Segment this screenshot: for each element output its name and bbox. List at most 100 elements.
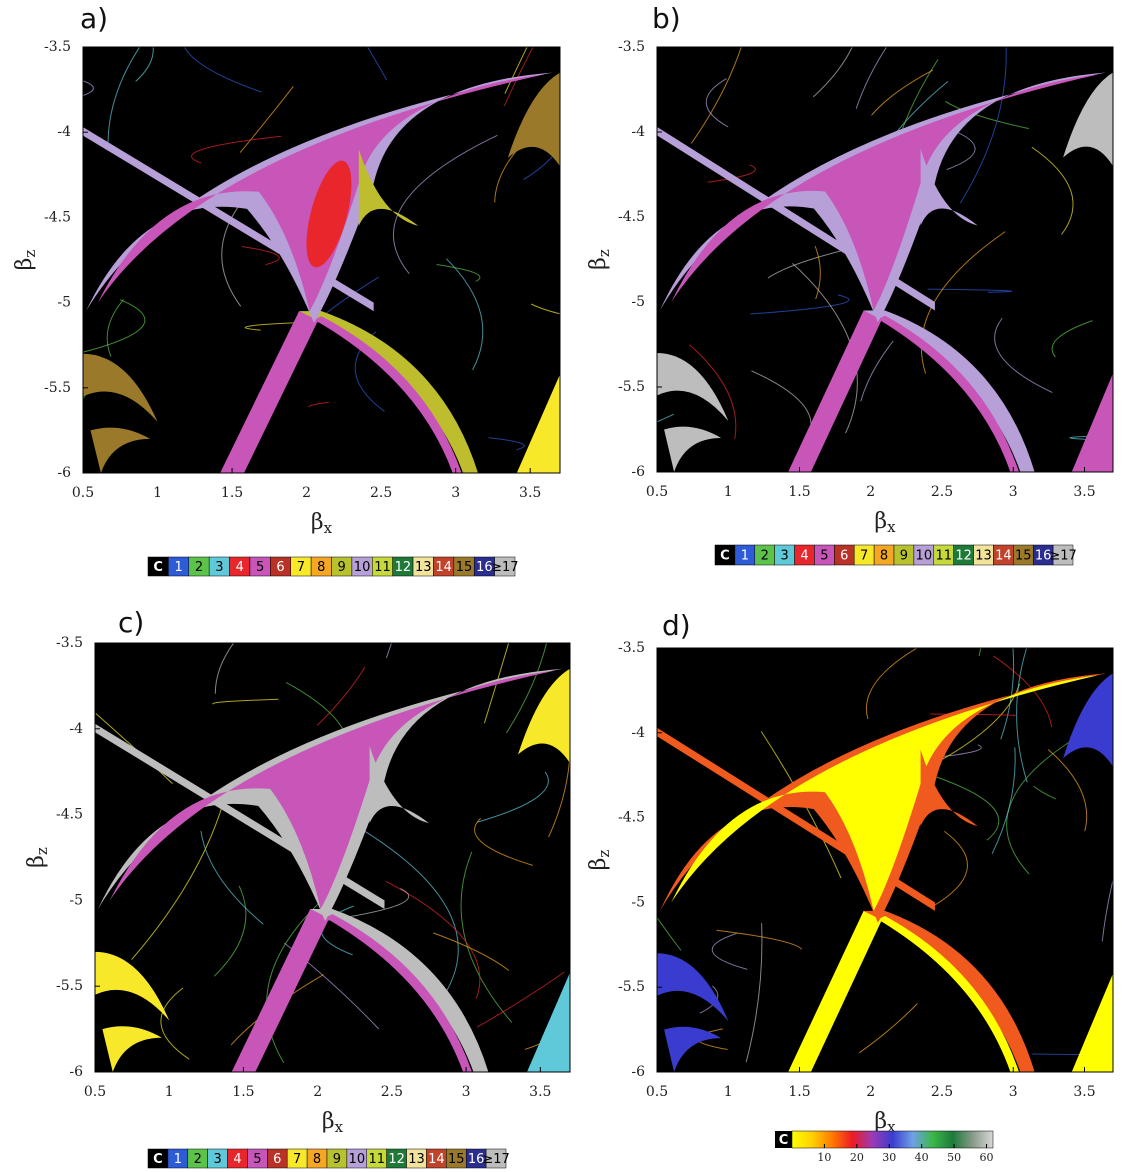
texture-curve	[183, 47, 262, 93]
region	[920, 749, 978, 827]
x-axis-label-sub: x	[335, 1118, 344, 1136]
region	[109, 670, 556, 909]
x-tick-label: 3.5	[1073, 1084, 1095, 1100]
legend-label: 13	[415, 560, 432, 575]
x-tick-label: 1.5	[221, 485, 243, 501]
legend-label: 6	[276, 560, 284, 575]
texture-curve	[1051, 320, 1093, 358]
legend-label: 12	[388, 1152, 405, 1167]
texture-curve	[978, 648, 982, 657]
texture-curve	[107, 47, 141, 146]
x-tick-label: 2.5	[931, 1084, 953, 1100]
legend-label: 16	[468, 1152, 485, 1167]
legend-swatch	[1052, 544, 1074, 566]
region	[1063, 72, 1113, 166]
texture-curve	[931, 830, 968, 908]
legend-label: 4	[233, 1152, 241, 1167]
texture-curve	[814, 245, 821, 300]
region	[1063, 673, 1113, 767]
region	[358, 149, 419, 226]
texture-curve	[308, 402, 329, 408]
texture-curve	[191, 135, 282, 164]
legend-label: 2	[761, 549, 769, 564]
texture-curve	[927, 288, 1013, 293]
region	[657, 353, 729, 421]
plot-area	[83, 47, 560, 473]
x-tick-label: 3	[462, 1084, 471, 1100]
panel-label: c)	[118, 606, 144, 639]
texture-curve	[436, 264, 481, 282]
region	[877, 916, 1019, 1072]
x-axis-label: βx	[874, 1109, 896, 1136]
x-tick-label: 0.5	[646, 1084, 668, 1100]
x-tick-label: 3.5	[1073, 484, 1095, 500]
texture-curve	[433, 932, 510, 971]
region	[95, 951, 170, 1021]
legend-label: C	[720, 549, 730, 564]
y-tick-label: -4	[69, 721, 83, 737]
texture-curve	[1031, 1053, 1113, 1057]
region	[83, 353, 158, 422]
x-tick-label: 1	[724, 484, 733, 500]
colorbar-tick-label: 60	[980, 1151, 994, 1164]
region	[1071, 973, 1113, 1072]
x-axis-label: βx	[322, 1109, 344, 1136]
y-tick-label: -4.5	[618, 209, 645, 225]
x-tick-label: 0.5	[646, 484, 668, 500]
x-tick-label: 1	[724, 1084, 733, 1100]
region	[863, 910, 1035, 1072]
texture-curve	[657, 916, 682, 951]
legend-label: 1	[174, 1152, 182, 1167]
legend-label: 5	[253, 1152, 261, 1167]
legend-label: 11	[374, 560, 391, 575]
colorbar-tick-label: 10	[817, 1151, 831, 1164]
texture-curve	[131, 803, 224, 960]
legend-label: 16	[476, 560, 493, 575]
y-axis-label: βz	[586, 850, 613, 871]
x-tick-label: 3	[451, 485, 460, 501]
y-tick-label: -4	[631, 124, 645, 140]
legend-label: 4	[800, 549, 808, 564]
texture-curve	[937, 744, 982, 758]
texture-curve	[707, 164, 756, 183]
x-axis-label: βx	[311, 510, 333, 537]
texture-curve	[477, 771, 549, 823]
x-tick-label: 3.5	[519, 485, 541, 501]
texture-curve	[751, 370, 812, 425]
colorbar-tick-label: 30	[882, 1151, 896, 1164]
texture-curve	[994, 317, 1053, 393]
region	[516, 374, 560, 473]
y-tick-label: -5	[69, 892, 83, 908]
x-tick-label: 2	[302, 485, 311, 501]
y-tick-label: -3.5	[618, 39, 645, 55]
y-axis-label-sub: z	[595, 249, 613, 257]
texture-curve	[483, 643, 510, 724]
legend-label: 15	[1015, 549, 1032, 564]
y-tick-label: -6	[57, 465, 71, 481]
y-tick-label: -3.5	[44, 39, 71, 55]
region	[526, 972, 570, 1072]
x-tick-label: 3.5	[529, 1084, 551, 1100]
legend-label: 14	[435, 560, 452, 575]
texture-curve	[657, 413, 675, 423]
region	[877, 315, 1019, 472]
texture-curve	[474, 817, 533, 866]
texture-curve	[316, 667, 366, 726]
y-tick-label: -5.5	[44, 380, 71, 396]
x-axis-label: βx	[874, 509, 896, 536]
legend-label: 6	[273, 1152, 281, 1167]
texture-curve	[934, 776, 1000, 841]
texture-curve	[859, 1003, 918, 1054]
y-tick-label: -5	[57, 295, 71, 311]
y-axis-label-sub: z	[33, 847, 51, 855]
legend-label: C	[153, 560, 163, 575]
y-tick-label: -5.5	[618, 379, 645, 395]
region	[220, 311, 319, 473]
plot-frame	[656, 46, 1114, 473]
texture-curve	[705, 78, 729, 128]
legend-swatch	[485, 1148, 507, 1169]
texture-curve	[993, 655, 1053, 728]
legend-label: 1	[174, 560, 182, 575]
colorbar-label: C	[779, 1133, 789, 1148]
y-tick-label: -4	[57, 124, 71, 140]
